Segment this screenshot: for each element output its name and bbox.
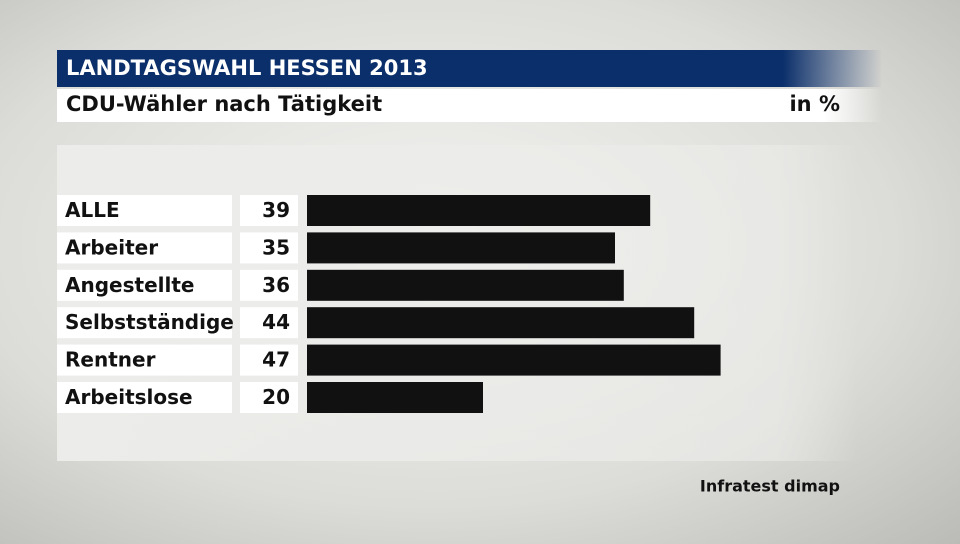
value-box	[240, 382, 298, 413]
category-label: Selbstständige	[65, 310, 234, 334]
bar	[307, 269, 624, 301]
category-label: Arbeitslose	[65, 385, 193, 409]
category-label: Angestellte	[65, 273, 194, 297]
bar	[307, 382, 483, 413]
value-label: 35	[262, 235, 290, 259]
value-label: 47	[262, 348, 290, 372]
label-box	[57, 269, 232, 301]
unit-label: in %	[789, 92, 840, 116]
label-box	[57, 344, 232, 376]
value-box	[240, 269, 298, 301]
label-box	[57, 195, 232, 226]
label-box	[57, 232, 232, 264]
subtitle-bar	[57, 89, 882, 122]
category-label: ALLE	[65, 198, 120, 222]
label-box	[57, 382, 232, 413]
chart-title: LANDTAGSWAHL HESSEN 2013	[66, 56, 428, 80]
bar	[307, 307, 695, 339]
value-box	[240, 307, 298, 339]
label-box	[57, 307, 232, 339]
value-label: 36	[262, 273, 290, 297]
value-box	[240, 195, 298, 226]
value-label: 39	[262, 198, 290, 222]
value-box	[240, 232, 298, 264]
value-box	[240, 344, 298, 376]
bar	[307, 195, 651, 226]
bar	[307, 344, 721, 376]
source: Infratest dimap	[700, 477, 840, 496]
value-label: 44	[262, 310, 290, 334]
header-bar	[57, 50, 882, 87]
value-label: 20	[262, 385, 290, 409]
bar	[307, 232, 615, 264]
category-label: Rentner	[65, 348, 156, 372]
category-label: Arbeiter	[65, 235, 158, 259]
panel	[57, 145, 857, 461]
chart-subtitle: CDU-Wähler nach Tätigkeit	[66, 92, 382, 116]
